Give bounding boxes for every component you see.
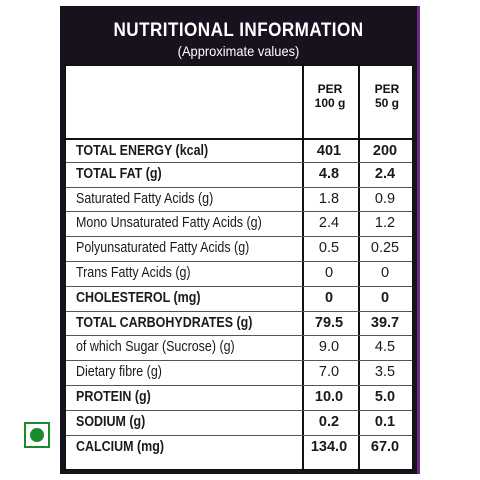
veg-dot xyxy=(30,428,44,442)
value-per-50g: 0.9 xyxy=(374,190,396,207)
header: NUTRITIONAL INFORMATION (Approximate val… xyxy=(60,6,417,64)
nutrient-label: of which Sugar (Sucrose) (g) xyxy=(76,339,235,356)
table-row: CHOLESTEROL (mg) 0 0 xyxy=(66,287,412,312)
value-per-50g: 5.0 xyxy=(374,389,396,405)
column-header-per-50g: PER 50 g xyxy=(364,82,410,110)
nutrient-label: Trans Fatty Acids (g) xyxy=(76,265,191,281)
table-row: Dietary fibre (g) 7.0 3.5 xyxy=(66,361,412,386)
nutrient-label: CHOLESTEROL (mg) xyxy=(76,289,201,306)
table-row: Mono Unsaturated Fatty Acids (g) 2.4 1.2 xyxy=(66,212,412,238)
value-per-50g: 1.2 xyxy=(374,215,396,232)
value-per-50g: 2.4 xyxy=(374,165,396,182)
value-per-100g: 7.0 xyxy=(318,364,340,381)
value-per-100g: 401 xyxy=(316,143,342,159)
nutrient-label: TOTAL CARBOHYDRATES (g) xyxy=(76,314,253,331)
value-per-50g: 0 xyxy=(380,265,390,281)
value-per-50g: 0 xyxy=(380,289,390,306)
value-per-50g: 4.5 xyxy=(374,339,396,356)
veg-symbol-icon xyxy=(24,422,50,448)
table-row: Trans Fatty Acids (g) 0 0 xyxy=(66,262,412,287)
nutrient-label: TOTAL FAT (g) xyxy=(76,165,162,182)
table-row: Polyunsaturated Fatty Acids (g) 0.5 0.25 xyxy=(66,237,412,262)
value-per-50g: 0.1 xyxy=(374,413,396,430)
value-per-100g: 10.0 xyxy=(314,389,344,405)
column-divider-1 xyxy=(302,66,304,469)
nutrient-label: CALCIUM (mg) xyxy=(76,438,164,455)
table-row: PROTEIN (g) 10.0 5.0 xyxy=(66,386,412,411)
value-per-50g: 200 xyxy=(372,143,398,159)
column-header-per-100g: PER 100 g xyxy=(307,82,353,110)
page-subtitle: (Approximate values) xyxy=(177,43,300,59)
value-per-100g: 4.8 xyxy=(318,165,340,182)
table-row: of which Sugar (Sucrose) (g) 9.0 4.5 xyxy=(66,336,412,362)
table-row: TOTAL ENERGY (kcal) 401 200 xyxy=(66,138,412,163)
table-row: CALCIUM (mg) 134.0 67.0 xyxy=(66,436,412,461)
column-header-line2: 100 g xyxy=(314,96,346,110)
table-row: SODIUM (g) 0.2 0.1 xyxy=(66,411,412,436)
column-header-line1: PER xyxy=(317,82,343,96)
value-per-50g: 39.7 xyxy=(370,314,400,331)
nutrient-label: Polyunsaturated Fatty Acids (g) xyxy=(76,240,250,257)
table-row: Saturated Fatty Acids (g) 1.8 0.9 xyxy=(66,188,412,213)
value-per-50g: 0.25 xyxy=(370,240,400,257)
nutrient-label: Dietary fibre (g) xyxy=(76,364,162,381)
value-per-100g: 0 xyxy=(324,289,334,306)
value-per-100g: 2.4 xyxy=(318,215,340,232)
value-per-50g: 67.0 xyxy=(370,438,400,455)
value-per-100g: 9.0 xyxy=(318,339,340,356)
value-per-100g: 0.2 xyxy=(318,413,340,430)
column-header-line2: 50 g xyxy=(374,96,399,110)
table-row: TOTAL FAT (g) 4.8 2.4 xyxy=(66,163,412,188)
nutrient-label: Saturated Fatty Acids (g) xyxy=(76,190,214,207)
nutrient-label: SODIUM (g) xyxy=(76,413,146,430)
value-per-100g: 79.5 xyxy=(314,314,344,331)
page-title: NUTRITIONAL INFORMATION xyxy=(113,20,364,41)
table-row: TOTAL CARBOHYDRATES (g) 79.5 39.7 xyxy=(66,312,412,337)
nutrition-table: PER 100 g PER 50 g TOTAL ENERGY (kcal) 40… xyxy=(64,64,414,471)
value-per-100g: 134.0 xyxy=(310,438,348,455)
nutrient-label: TOTAL ENERGY (kcal) xyxy=(76,143,209,159)
value-per-100g: 1.8 xyxy=(318,190,340,207)
column-divider-2 xyxy=(358,66,360,469)
value-per-100g: 0 xyxy=(324,265,334,281)
nutrient-label: Mono Unsaturated Fatty Acids (g) xyxy=(76,215,262,232)
nutrient-label: PROTEIN (g) xyxy=(76,389,151,405)
value-per-50g: 3.5 xyxy=(374,364,396,381)
column-header-line1: PER xyxy=(374,82,400,96)
value-per-100g: 0.5 xyxy=(318,240,340,257)
